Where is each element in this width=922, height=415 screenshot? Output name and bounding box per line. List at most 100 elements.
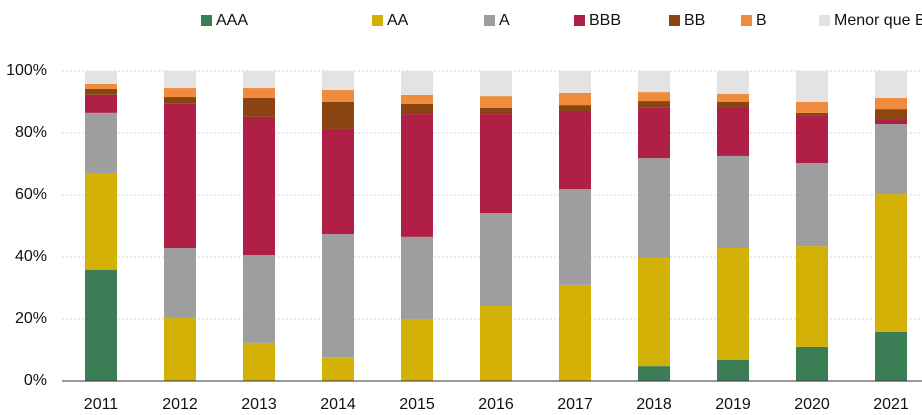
- bar-segment: [638, 107, 670, 159]
- bar-segment: [717, 93, 749, 102]
- x-tick-label: 2019: [715, 396, 751, 413]
- bar-segment: [559, 284, 591, 381]
- bar-segment: [875, 109, 907, 120]
- x-tick-label: 2021: [873, 396, 909, 413]
- bar-segment: [717, 106, 749, 156]
- legend-label: A: [499, 12, 510, 29]
- legend-swatch: [201, 15, 212, 26]
- bar-segment: [638, 158, 670, 258]
- bar-segment: [796, 163, 828, 247]
- bar-segment: [164, 97, 196, 104]
- y-tick-label: 0%: [24, 372, 47, 389]
- bar-segment: [401, 71, 433, 95]
- bar-segment: [85, 88, 117, 95]
- legend-label: BB: [684, 12, 705, 29]
- x-tick-label: 2014: [320, 396, 356, 413]
- legend-label: AAA: [216, 12, 248, 29]
- bar-segment: [796, 112, 828, 116]
- bar-segment: [322, 234, 354, 358]
- bar-segment: [322, 71, 354, 90]
- y-tick-label: 40%: [15, 248, 47, 265]
- bar-segment: [164, 71, 196, 89]
- y-tick-label: 60%: [15, 186, 47, 203]
- legend-label: Menor que B³: [834, 12, 922, 29]
- bar-segment: [796, 346, 828, 381]
- bar-segment: [875, 194, 907, 333]
- bar-segment: [401, 319, 433, 381]
- bar-segment: [638, 92, 670, 102]
- x-tick-label: 2017: [557, 396, 593, 413]
- bar-segment: [322, 128, 354, 235]
- bar-segment: [164, 318, 196, 381]
- bar-segment: [717, 359, 749, 381]
- bar-segment: [796, 102, 828, 113]
- bar-segment: [243, 88, 275, 98]
- bar-segment: [717, 102, 749, 107]
- x-tick-label: 2011: [84, 396, 119, 413]
- bar-segment: [164, 88, 196, 98]
- x-tick-label: 2012: [162, 396, 198, 413]
- bar-segment: [480, 305, 512, 381]
- bar-segment: [559, 110, 591, 190]
- legend-swatch: [669, 15, 680, 26]
- legend-swatch: [741, 15, 752, 26]
- bar-segment: [480, 114, 512, 213]
- bar-segment: [243, 97, 275, 117]
- bar-segment: [559, 189, 591, 285]
- x-tick-label: 2015: [399, 396, 435, 413]
- bar-segment: [875, 119, 907, 125]
- bar-segment: [875, 71, 907, 98]
- legend-swatch: [574, 15, 585, 26]
- x-tick-label: 2020: [794, 396, 830, 413]
- bar-segment: [638, 101, 670, 108]
- x-tick-label: 2013: [241, 396, 277, 413]
- bar-segment: [85, 270, 117, 381]
- bar-segment: [322, 102, 354, 129]
- legend-swatch: [484, 15, 495, 26]
- bar-segment: [243, 255, 275, 343]
- legend-label: B: [756, 12, 767, 29]
- bar-segment: [875, 124, 907, 195]
- legend-swatch: [819, 15, 830, 26]
- bar-segment: [85, 71, 117, 85]
- bar-segment: [401, 94, 433, 104]
- bar-segment: [401, 236, 433, 319]
- bar-segment: [638, 257, 670, 367]
- bar-segment: [480, 107, 512, 115]
- bar-segment: [559, 105, 591, 111]
- bar-segment: [638, 366, 670, 381]
- bar-segment: [480, 96, 512, 108]
- bar-segment: [85, 94, 117, 113]
- bar-segment: [243, 71, 275, 89]
- bar-segment: [875, 97, 907, 110]
- y-tick-label: 100%: [6, 62, 47, 79]
- bar-segment: [85, 112, 117, 173]
- bar-segment: [559, 71, 591, 94]
- bar-segment: [638, 71, 670, 93]
- bar-segment: [559, 93, 591, 106]
- bar-segment: [164, 103, 196, 249]
- bar-segment: [85, 172, 117, 271]
- bar-segment: [164, 248, 196, 319]
- x-tick-label: 2018: [636, 396, 672, 413]
- bar-segment: [796, 71, 828, 102]
- y-tick-label: 20%: [15, 310, 47, 327]
- bar-segment: [322, 357, 354, 381]
- bar-segment: [480, 71, 512, 97]
- bar-segment: [401, 103, 433, 115]
- x-tick-label: 2016: [478, 396, 514, 413]
- bar-segment: [796, 246, 828, 347]
- bar-segment: [243, 342, 275, 381]
- bar-segment: [401, 114, 433, 237]
- y-tick-label: 80%: [15, 124, 47, 141]
- legend-swatch: [372, 15, 383, 26]
- bar-segment: [717, 155, 749, 249]
- bar-segment: [322, 89, 354, 102]
- bar-segment: [85, 84, 117, 89]
- bar-segment: [480, 212, 512, 306]
- bar-segment: [243, 116, 275, 256]
- bar-segment: [875, 332, 907, 381]
- bar-segment: [717, 248, 749, 360]
- legend-label: AA: [387, 12, 409, 29]
